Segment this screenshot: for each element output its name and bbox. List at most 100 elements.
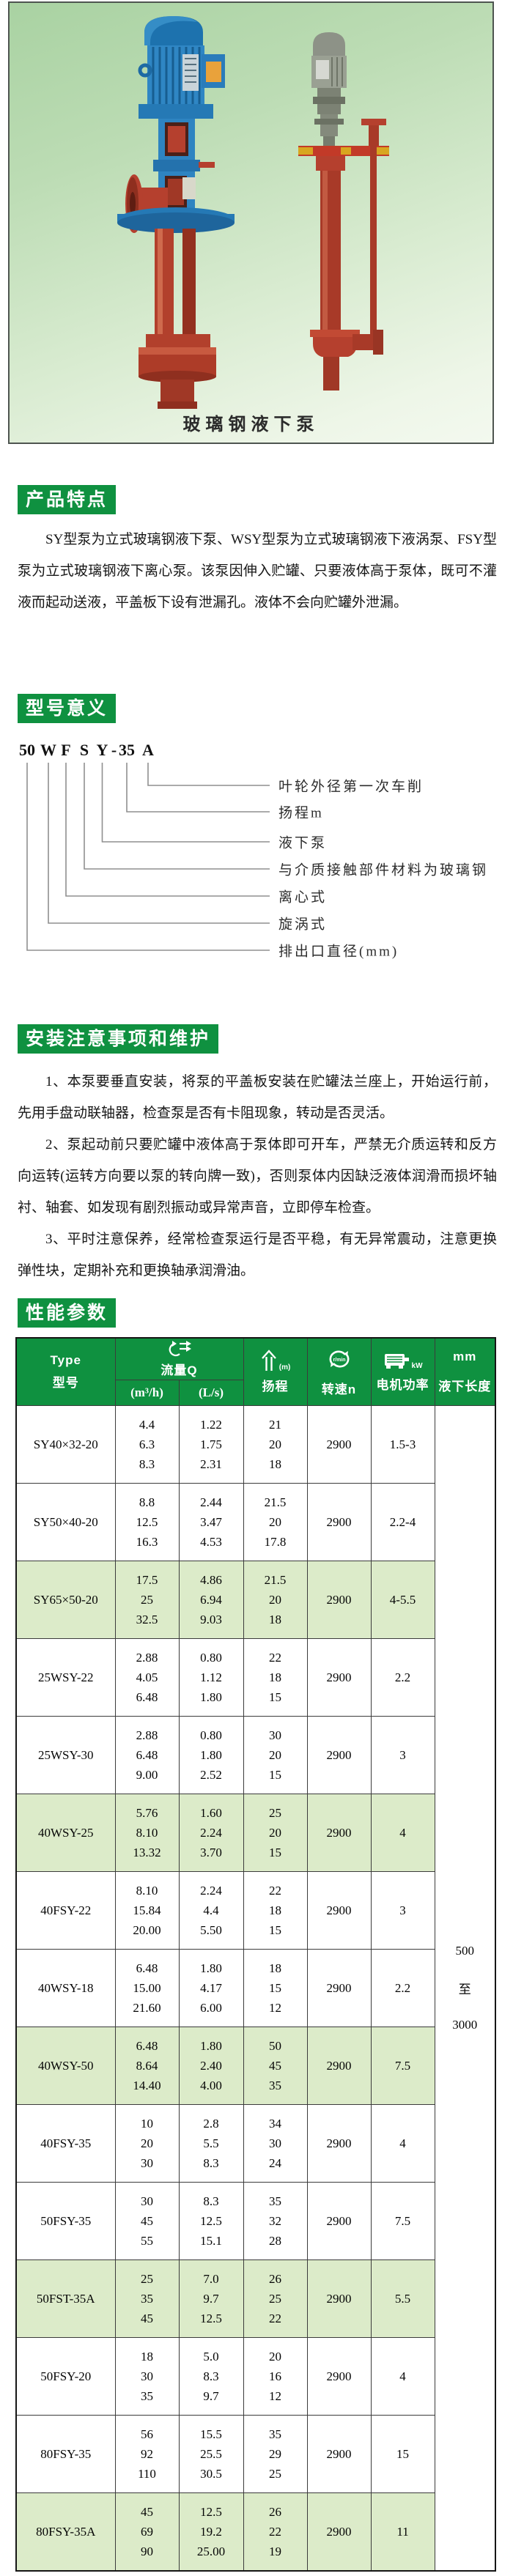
model-branch-label: 与介质接触部件材料为玻璃钢 bbox=[278, 862, 489, 878]
cell-speed: 2900 bbox=[306, 1561, 372, 1639]
install-paragraphs: 1、本泵要垂直安装，将泵的平盖板安装在贮罐法兰座上，开始运行前，先用手盘动联轴器… bbox=[18, 1066, 497, 1287]
cell-head: 20 16 12 bbox=[243, 2337, 308, 2416]
table-row: 50FST-35A 25 35 45 7.0 9.7 12.5 26 25 22 2900 5.5 bbox=[15, 2259, 495, 2338]
cell-speed: 2900 bbox=[306, 1871, 372, 1950]
cell-length-range: 500 至 3000 bbox=[434, 1405, 496, 2572]
model-code-symbol: S bbox=[79, 741, 89, 759]
cell-power: 1.5-3 bbox=[370, 1405, 435, 1484]
cell-power: 3 bbox=[370, 1871, 435, 1950]
cell-head: 26 22 19 bbox=[243, 2492, 308, 2572]
speed-unit-in-icon: r/min bbox=[333, 1358, 345, 1363]
model-code-symbol: F bbox=[61, 741, 71, 759]
cell-flow-m3h: 4.4 6.3 8.3 bbox=[114, 1405, 180, 1484]
cell-power: 4 bbox=[370, 1794, 435, 1872]
cell-power: 15 bbox=[370, 2415, 435, 2493]
cell-flow-ls: 1.60 2.24 3.70 bbox=[178, 1794, 244, 1872]
cell-flow-m3h: 30 45 55 bbox=[114, 2182, 180, 2260]
cell-power: 11 bbox=[370, 2492, 435, 2572]
model-code-diagram: 50 W F S Y -35 A 叶轮外径第一次车削 扬程m 液下泵 与介质接触部件材料为玻璃钢 离心… bbox=[18, 736, 501, 967]
section-badge-performance: 性能参数 bbox=[18, 1298, 117, 1328]
cell-type: 50FST-35A bbox=[15, 2259, 116, 2338]
model-code-lines bbox=[26, 763, 270, 951]
cell-speed: 2900 bbox=[306, 2492, 372, 2572]
features-text: SY型泵为立式玻璃钢液下泵、WSY型泵为立式玻璃钢液下液涡泵、FSY型泵为立式玻… bbox=[18, 532, 497, 610]
flow-icon bbox=[169, 1340, 191, 1356]
cell-speed: 2900 bbox=[306, 1405, 372, 1484]
table-row: 25WSY-22 2.88 4.05 6.48 0.80 1.12 1.80 22 18 15 29… bbox=[15, 1638, 495, 1717]
cell-speed: 2900 bbox=[306, 1483, 372, 1561]
cell-type: SY65×50-20 bbox=[15, 1561, 116, 1639]
install-item-1: 1、本泵要垂直安装，将泵的平盖板安装在贮罐法兰座上，开始运行前，先用手盘动联轴器… bbox=[18, 1074, 497, 1121]
flow-header-label: 流量Q bbox=[160, 1363, 198, 1377]
motor-icon bbox=[384, 1354, 409, 1369]
cell-head: 21.5 20 17.8 bbox=[243, 1483, 308, 1561]
cell-speed: 2900 bbox=[306, 1716, 372, 1794]
cell-flow-m3h: 6.48 8.64 14.40 bbox=[114, 2027, 180, 2105]
cell-flow-ls: 2.24 4.4 5.50 bbox=[178, 1871, 244, 1950]
cell-flow-m3h: 18 30 35 bbox=[114, 2337, 180, 2416]
cell-power: 2.2 bbox=[370, 1638, 435, 1717]
cell-flow-ls: 2.8 5.5 8.3 bbox=[178, 2104, 244, 2183]
cell-power: 2.2 bbox=[370, 1949, 435, 2027]
cell-speed: 2900 bbox=[306, 2259, 372, 2338]
cell-flow-m3h: 6.48 15.00 21.60 bbox=[114, 1949, 180, 2027]
flow-unit-m3h: (m³/h) bbox=[130, 1385, 163, 1399]
cell-flow-m3h: 2.88 6.48 9.00 bbox=[114, 1716, 180, 1794]
install-item-2: 2、泵起动前只要贮罐中液体高于泵体即可开车，严禁无介质运转和反方向运转(运转方向… bbox=[18, 1137, 497, 1215]
model-branch-label: 排出口直径(mm) bbox=[278, 944, 399, 960]
table-row: 40WSY-50 6.48 8.64 14.40 1.80 2.40 4.00 50 45 35 2… bbox=[15, 2027, 495, 2105]
cell-flow-ls: 0.80 1.80 2.52 bbox=[178, 1716, 244, 1794]
cell-head: 21 20 18 bbox=[243, 1405, 308, 1484]
table-row: 40WSY-18 6.48 15.00 21.60 1.80 4.17 6.00 18 15 12… bbox=[15, 1949, 495, 2027]
col-header-length: mm 液下长度 bbox=[434, 1337, 496, 1406]
features-paragraph: SY型泵为立式玻璃钢液下泵、WSY型泵为立式玻璃钢液下液涡泵、FSY型泵为立式玻… bbox=[18, 524, 497, 618]
cell-speed: 2900 bbox=[306, 2182, 372, 2260]
cell-type: SY40×32-20 bbox=[15, 1405, 116, 1484]
cell-type: SY50×40-20 bbox=[15, 1483, 116, 1561]
cell-speed: 2900 bbox=[306, 2027, 372, 2105]
table-row: SY50×40-20 8.8 12.5 16.3 2.44 3.47 4.53 21.5 20 1… bbox=[15, 1483, 495, 1561]
performance-table: Type 型号 bbox=[15, 1337, 497, 2572]
speed-header-label: 转速n bbox=[321, 1382, 357, 1396]
cell-head: 26 25 22 bbox=[243, 2259, 308, 2338]
cell-speed: 2900 bbox=[306, 1794, 372, 1872]
cell-head: 35 29 25 bbox=[243, 2415, 308, 2493]
head-icon bbox=[261, 1350, 276, 1371]
cell-head: 21.5 20 18 bbox=[243, 1561, 308, 1639]
cell-power: 5.5 bbox=[370, 2259, 435, 2338]
cell-flow-ls: 12.5 19.2 25.00 bbox=[178, 2492, 244, 2572]
cell-flow-ls: 1.80 4.17 6.00 bbox=[178, 1949, 244, 2027]
power-unit: kW bbox=[411, 1362, 423, 1370]
head-unit: (m) bbox=[278, 1363, 291, 1372]
cell-flow-ls: 1.22 1.75 2.31 bbox=[178, 1405, 244, 1484]
speed-icon: r/min bbox=[329, 1350, 349, 1367]
cell-flow-ls: 2.44 3.47 4.53 bbox=[178, 1483, 244, 1561]
cell-type: 25WSY-30 bbox=[15, 1716, 116, 1794]
model-branch-label: 旋涡式 bbox=[278, 917, 328, 933]
col-header-head: (m) 扬程 bbox=[243, 1337, 308, 1406]
model-branch-label: 离心式 bbox=[278, 889, 328, 906]
cell-type: 40FSY-35 bbox=[15, 2104, 116, 2183]
cell-flow-m3h: 8.10 15.84 20.00 bbox=[114, 1871, 180, 1950]
model-branch-label: 扬程m bbox=[278, 805, 324, 821]
cell-flow-m3h: 45 69 90 bbox=[114, 2492, 180, 2572]
cell-head: 34 30 24 bbox=[243, 2104, 308, 2183]
col-header-flow-ls: (L/s) bbox=[178, 1380, 244, 1406]
install-item-3: 3、平时注意保养，经常检查泵运行是否平稳，有无异常震动，注意更换弹性块，定期补充… bbox=[18, 1232, 497, 1278]
cell-speed: 2900 bbox=[306, 1949, 372, 2027]
head-header-label: 扬程 bbox=[262, 1380, 289, 1394]
col-header-flow-m3h: (m³/h) bbox=[114, 1380, 180, 1406]
cell-flow-ls: 8.3 12.5 15.1 bbox=[178, 2182, 244, 2260]
section-badge-install: 安装注意事项和维护 bbox=[18, 1024, 219, 1054]
section-badge-features: 产品特点 bbox=[18, 485, 117, 514]
col-header-flow: 流量Q bbox=[114, 1337, 244, 1380]
table-row: 80FSY-35A 45 69 90 12.5 19.2 25.00 26 22 19 2900 11 bbox=[15, 2492, 495, 2572]
col-header-power: kW 电机功率 bbox=[370, 1337, 435, 1406]
length-unit: mm bbox=[453, 1350, 477, 1363]
cell-flow-m3h: 17.5 25 32.5 bbox=[114, 1561, 180, 1639]
table-row: 40WSY-25 5.76 8.10 13.32 1.60 2.24 3.70 25 20 15 2… bbox=[15, 1794, 495, 1872]
cell-head: 35 32 28 bbox=[243, 2182, 308, 2260]
cell-power: 7.5 bbox=[370, 2182, 435, 2260]
cell-power: 4 bbox=[370, 2337, 435, 2416]
